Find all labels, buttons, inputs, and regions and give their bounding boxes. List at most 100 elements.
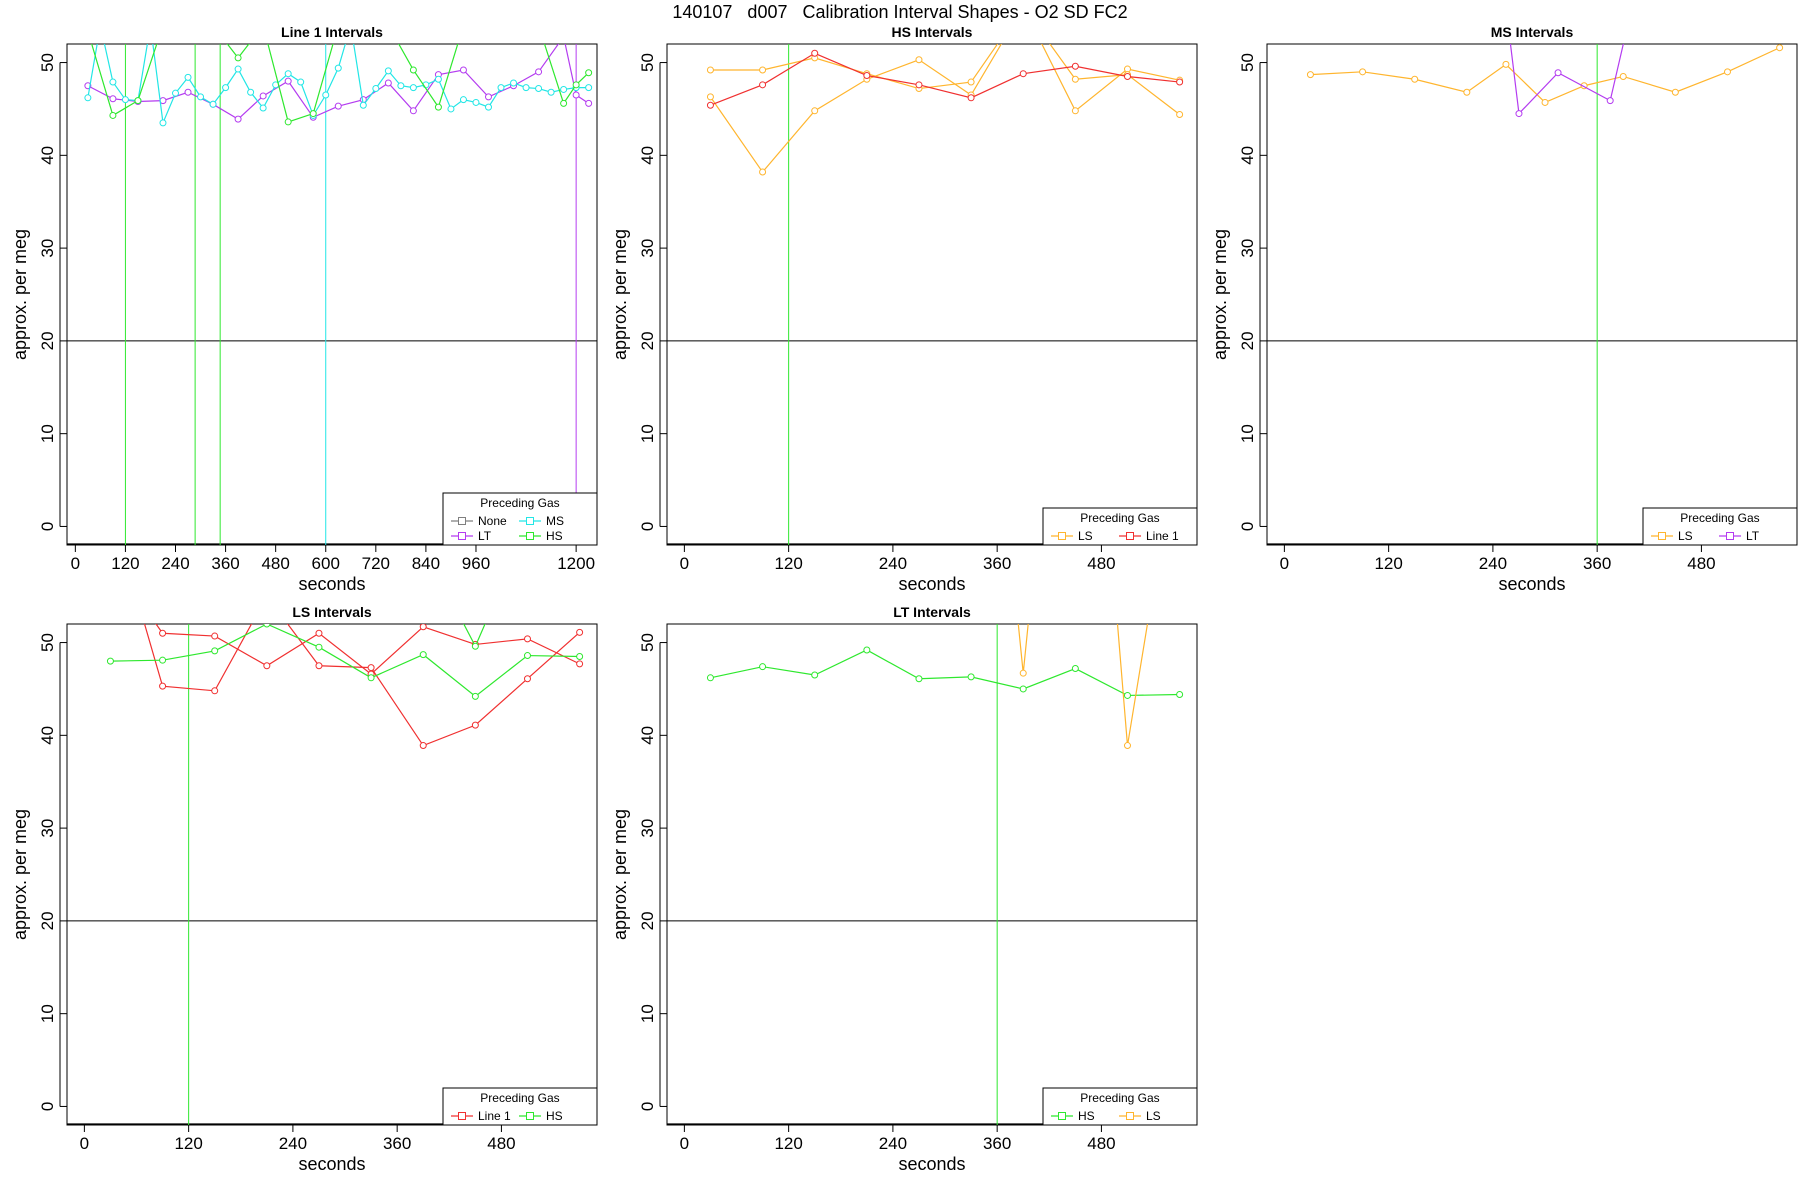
data-point-ls xyxy=(1123,742,1131,750)
data-point-line-1 xyxy=(419,624,427,631)
data-point-hs xyxy=(315,643,323,651)
data-point-ls xyxy=(759,168,767,176)
x-tick-label: 0 xyxy=(71,554,80,573)
y-tick-label: 40 xyxy=(38,726,57,745)
plot-frame xyxy=(1266,43,1798,546)
data-point-ls xyxy=(915,56,923,64)
legend-marker-lt xyxy=(1726,532,1734,540)
page-title: 140107 d007 Calibration Interval Shapes … xyxy=(672,2,1128,22)
y-tick-label: 30 xyxy=(638,819,657,838)
data-point-line-1 xyxy=(1019,70,1027,78)
y-tick-label: 40 xyxy=(638,726,657,745)
data-point-hs xyxy=(915,675,923,683)
legend-marker-lt xyxy=(458,532,466,540)
data-point-hs xyxy=(211,647,219,655)
x-axis-label: seconds xyxy=(898,574,965,594)
panel-lt-intervals: LT Intervals 0 10 20 30 40 50 0 120 240 360 480 seco… xyxy=(600,600,1200,1180)
y-tick-label: 0 xyxy=(38,1102,57,1111)
x-tick-label: 240 xyxy=(879,1134,907,1153)
data-point-ls xyxy=(1463,88,1471,96)
legend-marker-hs xyxy=(1058,1112,1066,1120)
y-tick-label: 10 xyxy=(1238,424,1257,443)
panel-title: LS Intervals xyxy=(292,604,372,620)
data-point-ms xyxy=(109,78,117,86)
legend-marker-ls xyxy=(1058,532,1066,540)
y-tick-label: 0 xyxy=(38,522,57,531)
data-point-line-1 xyxy=(471,721,479,729)
plot-area xyxy=(667,624,1197,1125)
data-point-hs xyxy=(572,81,580,89)
data-point-lt xyxy=(585,99,593,107)
data-point-ms xyxy=(547,88,555,96)
x-tick-label: 240 xyxy=(1479,554,1507,573)
y-axis-label: approx. per meg xyxy=(10,229,30,360)
data-point-lt xyxy=(284,77,292,85)
data-point-line-1 xyxy=(863,72,871,80)
data-point-hs xyxy=(460,22,466,28)
legend-marker-none xyxy=(458,517,466,525)
data-point-ls xyxy=(967,78,975,86)
x-axis-label: seconds xyxy=(1498,574,1565,594)
data-point-hs xyxy=(471,692,479,700)
data-point-line-1 xyxy=(576,660,584,668)
data-point-line-1 xyxy=(159,682,167,690)
data-point-ms xyxy=(159,119,167,127)
data-point-hs xyxy=(134,97,142,105)
data-point-ms xyxy=(484,103,492,111)
legend-marker-hs xyxy=(526,532,534,540)
y-tick-label: 0 xyxy=(638,522,657,531)
series-line-ls xyxy=(710,44,1180,112)
data-point-ms xyxy=(209,100,217,108)
panel-title: MS Intervals xyxy=(1491,24,1574,40)
data-point-ls xyxy=(706,66,714,74)
x-tick-label: 240 xyxy=(279,1134,307,1153)
plot-frame xyxy=(666,623,1198,1126)
data-point-hs xyxy=(706,674,714,682)
data-point-lt xyxy=(484,93,492,101)
data-point-ms xyxy=(84,94,92,102)
x-tick-label: 1200 xyxy=(557,554,595,573)
data-point-ms xyxy=(535,85,543,93)
x-tick-label: 120 xyxy=(774,1134,802,1153)
data-point-ms xyxy=(409,84,417,92)
data-point-line-1 xyxy=(523,675,531,683)
legend: Preceding Gas Line 1 HS xyxy=(442,1087,598,1126)
data-point-ms xyxy=(259,104,267,112)
legend-label-none: None xyxy=(478,514,507,528)
legend-label-hs: HS xyxy=(546,1109,563,1123)
data-point-ms xyxy=(184,73,192,81)
data-point-hs xyxy=(419,651,427,659)
data-point-line-1 xyxy=(1071,62,1079,70)
data-point-ls xyxy=(1176,111,1184,119)
data-point-ms xyxy=(472,98,480,106)
data-point-ls xyxy=(1776,44,1784,52)
data-point-line-1 xyxy=(159,629,167,637)
data-point-ms xyxy=(147,22,153,28)
legend-title: Preceding Gas xyxy=(480,1091,559,1105)
legend-marker-line-1 xyxy=(458,1112,466,1120)
y-axis-label: approx. per meg xyxy=(1210,229,1230,360)
y-tick-label: 20 xyxy=(1238,331,1257,350)
y-tick-label: 30 xyxy=(1238,239,1257,258)
x-tick-label: 600 xyxy=(312,554,340,573)
data-point-ls xyxy=(1723,68,1731,76)
series-line-ls xyxy=(1116,624,1149,746)
data-point-hs xyxy=(109,111,117,119)
series-line-line-1 xyxy=(155,624,580,675)
legend-box xyxy=(442,1087,598,1126)
data-point-line-1 xyxy=(523,635,531,643)
data-point-line-1 xyxy=(211,632,219,640)
y-tick-label: 40 xyxy=(38,146,57,165)
legend-marker-ls xyxy=(1658,532,1666,540)
data-point-ms xyxy=(510,79,518,87)
chart-lt-intervals: LT Intervals 0 10 20 30 40 50 0 120 240 360 480 seco… xyxy=(610,604,1198,1174)
y-tick-label: 0 xyxy=(1238,522,1257,531)
legend-marker-hs xyxy=(526,1112,534,1120)
data-point-ls xyxy=(1359,68,1367,76)
data-point-ls xyxy=(1541,98,1549,106)
data-point-line-1 xyxy=(367,664,375,672)
data-point-hs xyxy=(1019,685,1027,693)
data-point-ms xyxy=(334,64,342,72)
data-point-line-1 xyxy=(419,742,427,750)
plot-frame xyxy=(666,43,1198,546)
